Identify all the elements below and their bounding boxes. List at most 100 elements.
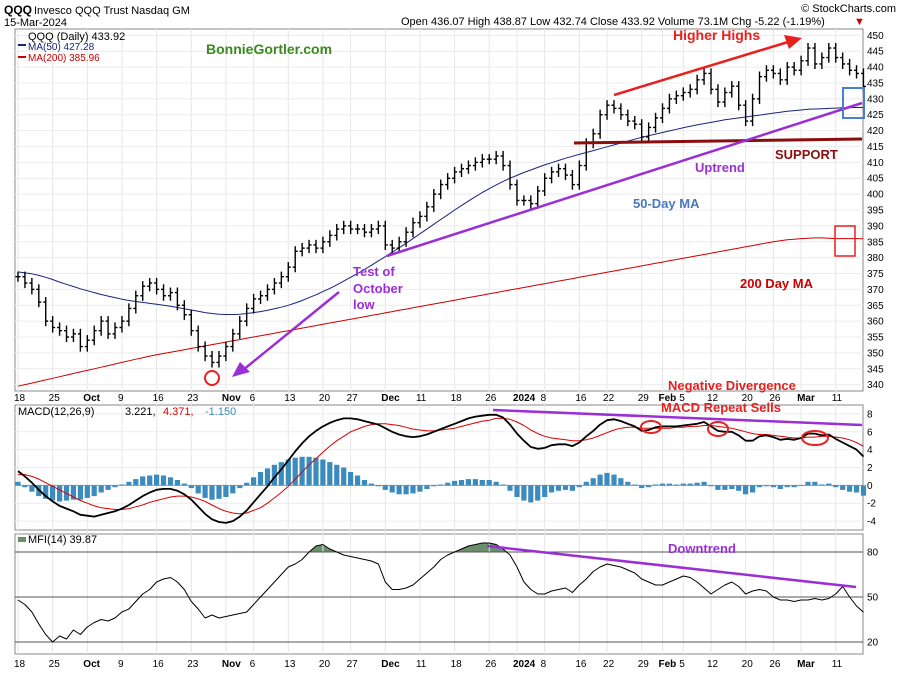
legend-mfi-swatch bbox=[18, 537, 26, 542]
header-ohlc: Open 436.07 High 438.87 Low 432.74 Close… bbox=[401, 16, 825, 28]
x-tick-label: 12 bbox=[707, 393, 719, 404]
macd-sell-circle-3 bbox=[801, 430, 829, 446]
price-bar bbox=[258, 290, 264, 304]
price-bar bbox=[105, 316, 111, 339]
macd-histogram-bar bbox=[154, 474, 160, 486]
macd-histogram-bar bbox=[147, 475, 153, 486]
header-symbol: QQQ bbox=[4, 3, 32, 17]
price-bar bbox=[368, 223, 374, 238]
x-tick-label: 6 bbox=[250, 393, 256, 404]
x-tick-label: 20 bbox=[319, 393, 331, 404]
x-tick-label: 16 bbox=[575, 393, 587, 404]
price-bar bbox=[119, 316, 125, 333]
test-annotation-line2: October bbox=[353, 281, 403, 296]
price-tick-label: 415 bbox=[867, 142, 884, 153]
test-arrow-line bbox=[242, 291, 340, 371]
macd-histogram-bar bbox=[341, 467, 347, 486]
macd-histogram-bar bbox=[361, 480, 368, 486]
price-bar bbox=[722, 87, 728, 108]
macd-histogram-bar bbox=[736, 485, 742, 491]
price-bar bbox=[278, 271, 284, 289]
macd-tick-label: -2 bbox=[867, 499, 876, 510]
macd-histogram-bar bbox=[715, 485, 721, 490]
price-bar bbox=[140, 281, 146, 301]
macd-histogram-bar bbox=[29, 485, 35, 492]
price-tick-label: 440 bbox=[867, 63, 884, 74]
macd-histogram-bar bbox=[285, 459, 291, 486]
macd-histogram-bar bbox=[639, 485, 645, 489]
macd-histogram-bar bbox=[514, 485, 520, 497]
price-bar bbox=[452, 166, 458, 184]
macd-histogram-bar bbox=[202, 485, 208, 498]
x-tick-label: Dec bbox=[381, 659, 400, 670]
price-bar bbox=[569, 169, 575, 190]
x-tick-label: 9 bbox=[118, 393, 124, 404]
price-bar bbox=[181, 300, 187, 320]
price-bar bbox=[833, 42, 839, 63]
price-bar bbox=[445, 173, 451, 190]
price-bar bbox=[625, 109, 631, 127]
macd-histogram-bar bbox=[722, 485, 728, 490]
price-bar bbox=[396, 236, 402, 254]
price-bar bbox=[237, 316, 243, 339]
x-tick-label: 20 bbox=[742, 393, 754, 404]
price-bar bbox=[244, 303, 250, 327]
macd-histogram-bar bbox=[119, 484, 125, 486]
macd-histogram-bar bbox=[812, 481, 818, 486]
price-bar bbox=[736, 81, 742, 111]
x-tick-label: Oct bbox=[83, 659, 100, 670]
legend-ma50-swatch bbox=[18, 44, 26, 46]
price-bar bbox=[784, 62, 790, 85]
price-tick-label: 365 bbox=[867, 301, 884, 312]
ma200-line bbox=[17, 237, 864, 387]
macd-histogram-bar bbox=[438, 484, 444, 486]
x-tick-label: 18 bbox=[14, 659, 26, 670]
price-bar bbox=[687, 84, 693, 98]
negative-divergence-annotation: Negative Divergence bbox=[668, 378, 796, 393]
price-bar bbox=[535, 185, 541, 209]
x-tick-label: 29 bbox=[638, 659, 650, 670]
price-bar bbox=[840, 52, 846, 70]
price-bar bbox=[195, 325, 201, 352]
macd-histogram-bar bbox=[763, 485, 769, 487]
macd-tick-label: -4 bbox=[867, 517, 876, 528]
mfi-tick-label: 80 bbox=[867, 548, 879, 559]
price-bar bbox=[611, 100, 617, 114]
x-tick-label: 5 bbox=[679, 659, 685, 670]
x-tick-label: Nov bbox=[222, 659, 241, 670]
price-bar bbox=[757, 71, 763, 104]
header-brand: © StockCharts.com bbox=[801, 3, 896, 15]
x-tick-label: 18 bbox=[14, 393, 26, 404]
macd-histogram-bar bbox=[597, 474, 603, 486]
macd-histogram-bar bbox=[479, 480, 485, 486]
macd-histogram-bar bbox=[798, 485, 804, 486]
support-line bbox=[573, 137, 863, 145]
price-bar bbox=[341, 220, 347, 235]
macd-histogram-bar bbox=[355, 475, 361, 486]
macd-histogram-bar bbox=[424, 485, 430, 489]
price-bar bbox=[15, 271, 21, 282]
macd-histogram-bar bbox=[521, 485, 527, 501]
price-bar bbox=[472, 157, 478, 171]
price-bar bbox=[653, 112, 659, 133]
macd-histogram-bar bbox=[368, 483, 374, 486]
macd-sell-circle-1 bbox=[640, 420, 662, 434]
mfi-legend: MFI(14) 39.87 bbox=[18, 534, 97, 546]
price-bar bbox=[299, 243, 305, 257]
macd-histogram-bar bbox=[493, 481, 499, 486]
x-tick-label: 27 bbox=[347, 393, 359, 404]
header-date: 15-Mar-2024 bbox=[4, 17, 67, 29]
price-tick-label: 395 bbox=[867, 206, 884, 217]
mfi-panel-frame bbox=[14, 533, 864, 655]
price-bar bbox=[174, 287, 180, 311]
macd-histogram-bar bbox=[507, 485, 513, 491]
macd-histogram-bar bbox=[237, 485, 243, 489]
x-tick-label: 13 bbox=[284, 659, 296, 670]
x-tick-label: 22 bbox=[603, 393, 615, 404]
price-bar bbox=[147, 277, 153, 292]
october-low-circle bbox=[204, 370, 220, 386]
test-annotation-line1: Test of bbox=[353, 264, 395, 279]
price-tick-label: 420 bbox=[867, 126, 884, 137]
price-bar bbox=[306, 239, 312, 254]
macd-histogram-bar bbox=[826, 483, 832, 486]
